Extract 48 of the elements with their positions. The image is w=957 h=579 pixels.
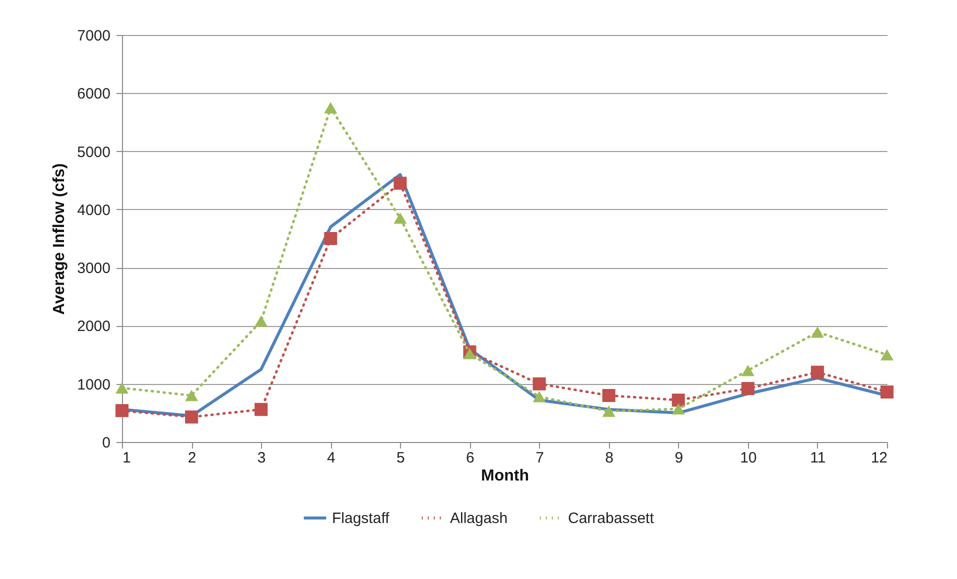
y-tick-label: 5000 (77, 144, 110, 161)
point (741, 364, 754, 376)
x-tick-label: 8 (605, 450, 614, 466)
x-axis-title: Month (481, 468, 529, 484)
point (532, 377, 546, 390)
point (602, 388, 616, 402)
point (254, 315, 268, 327)
point (324, 102, 338, 114)
point (672, 394, 685, 407)
point (602, 406, 616, 417)
point (810, 326, 824, 338)
point (880, 385, 894, 399)
x-tick-label: 7 (536, 450, 544, 466)
point (463, 348, 476, 360)
y-tick-label: 7000 (77, 28, 110, 44)
point (880, 349, 894, 360)
x-tick-label: 9 (674, 450, 684, 466)
y-tick-label: 2000 (77, 318, 110, 336)
legend-label: Allagash (450, 510, 508, 527)
x-tick-label: 3 (257, 450, 266, 466)
point (810, 366, 824, 379)
x-tick-label: 10 (740, 450, 757, 466)
y-tick-label: 6000 (77, 86, 110, 103)
x-tick-label: 4 (326, 450, 336, 466)
legend-label: Carrabassett (568, 510, 655, 527)
point (394, 176, 407, 190)
x-tick-label: 5 (396, 450, 405, 466)
point (115, 382, 129, 394)
y-tick-label: 1000 (77, 376, 110, 394)
y-axis-title: Average Inflow (cfs) (51, 163, 68, 315)
point (394, 212, 407, 224)
point (741, 382, 754, 396)
point (532, 391, 546, 402)
point (672, 403, 685, 415)
x-tick-label: 11 (810, 450, 826, 466)
x-tick-label: 12 (870, 450, 888, 466)
point (324, 232, 338, 246)
y-tick-label: 0 (102, 434, 110, 452)
point (185, 410, 198, 424)
point (254, 402, 268, 416)
point (115, 404, 129, 418)
x-tick-label: 6 (466, 450, 474, 466)
y-tick-label: 4000 (77, 202, 110, 219)
x-tick-label: 2 (188, 450, 196, 466)
x-tick-label: 1 (122, 450, 131, 466)
point (185, 390, 198, 402)
legend-label: Flagstaff (332, 510, 390, 527)
y-tick-label: 3000 (77, 260, 110, 278)
